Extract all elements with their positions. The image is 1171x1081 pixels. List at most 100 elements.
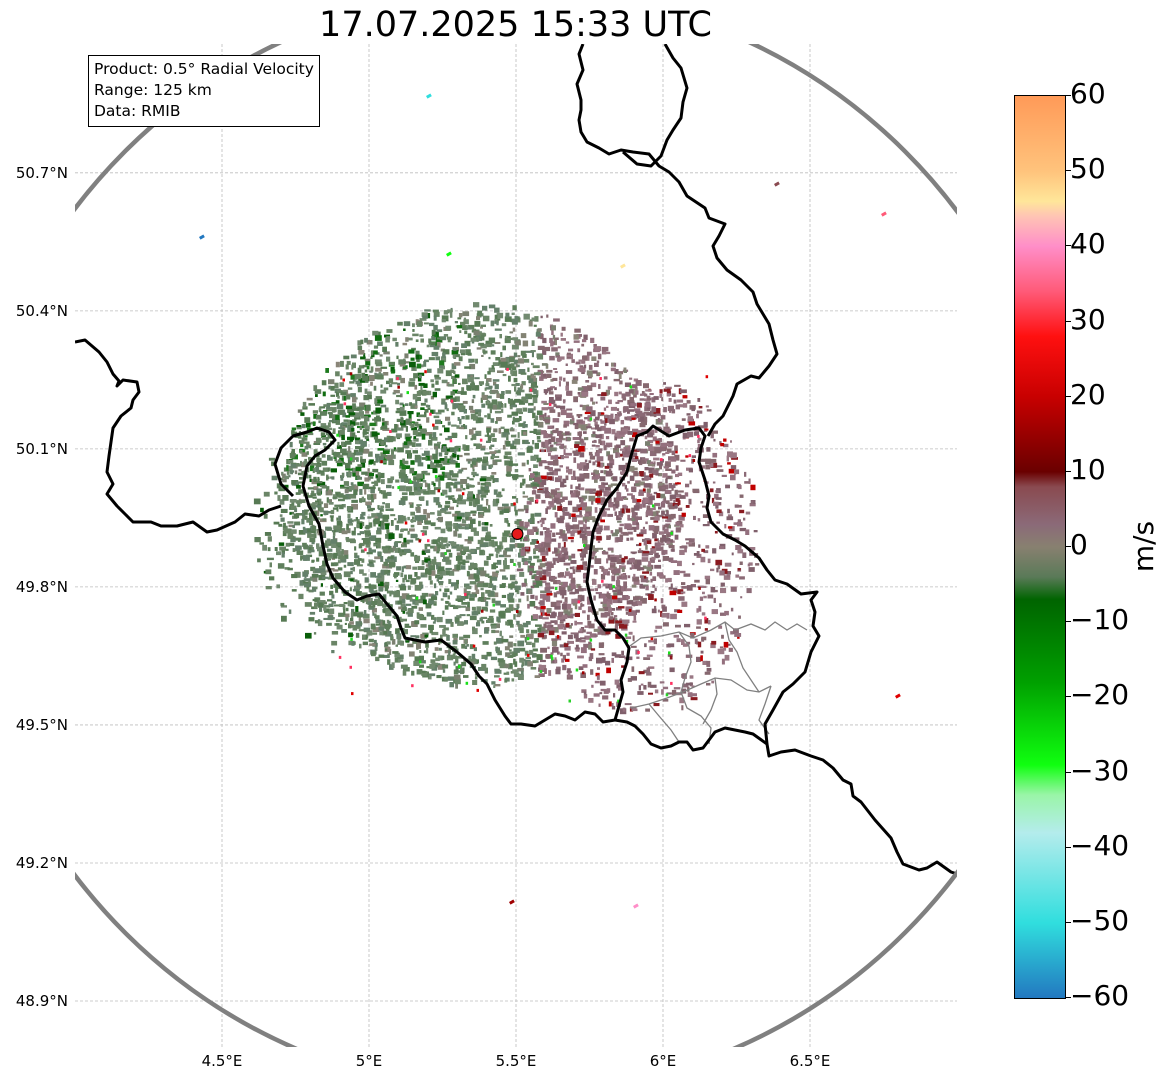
echo-pixel <box>701 612 706 616</box>
echo-pixel <box>547 646 550 650</box>
echo-pixel <box>475 430 482 436</box>
echo-pixel <box>460 484 463 489</box>
echo-pixel <box>308 456 311 462</box>
echo-pixel <box>317 461 320 465</box>
echo-pixel <box>323 404 330 407</box>
echo-pixel <box>531 575 536 580</box>
echo-pixel <box>312 598 318 602</box>
echo-pixel <box>450 369 455 373</box>
echo-pixel <box>649 646 656 651</box>
echo-pixel <box>314 389 322 394</box>
echo-pixel <box>594 548 599 552</box>
echo-pixel <box>405 579 410 583</box>
echo-pixel <box>591 476 595 480</box>
echo-pixel <box>447 527 452 532</box>
echo-pixel <box>466 458 473 462</box>
echo-pixel <box>458 525 461 529</box>
echo-pixel <box>509 537 515 543</box>
echo-pixel <box>472 680 478 685</box>
echo-pixel <box>573 334 579 340</box>
echo-pixel <box>466 476 470 480</box>
echo-pixel <box>465 435 468 440</box>
echo-pixel <box>541 541 546 546</box>
echo-pixel <box>417 487 421 492</box>
echo-pixel <box>399 406 405 412</box>
echo-pixel <box>716 521 720 524</box>
echo-pixel <box>328 385 331 390</box>
echo-pixel <box>552 429 559 434</box>
echo-pixel <box>343 564 347 568</box>
echo-pixel <box>533 428 537 434</box>
echo-pixel <box>574 494 579 498</box>
echo-pixel <box>517 667 524 672</box>
echo-pixel <box>405 565 412 570</box>
echo-pixel <box>598 485 606 489</box>
echo-pixel <box>277 495 281 501</box>
echo-pixel <box>636 656 640 659</box>
echo-pixel <box>616 515 621 521</box>
echo-pixel <box>474 320 481 327</box>
echo-pixel <box>632 498 637 503</box>
echo-pixel <box>580 442 586 446</box>
echo-pixel <box>366 366 370 370</box>
echo-pixel <box>472 494 475 499</box>
echo-pixel <box>636 534 644 537</box>
echo-pixel <box>693 431 699 436</box>
echo-pixel <box>470 510 477 514</box>
echo-pixel <box>668 586 673 590</box>
echo-pixel <box>655 446 662 453</box>
echo-pixel <box>595 424 600 430</box>
echo-pixel <box>594 452 600 457</box>
echo-pixel <box>726 643 731 646</box>
echo-pixel <box>538 461 543 467</box>
echo-pixel <box>499 334 502 339</box>
echo-pixel <box>470 375 474 379</box>
echo-pixel <box>685 654 693 658</box>
echo-pixel <box>487 590 494 596</box>
echo-pixel <box>524 637 527 643</box>
echo-pixel <box>357 533 361 536</box>
echo-pixel <box>396 408 403 411</box>
echo-pixel <box>497 650 502 656</box>
echo-pixel <box>318 551 324 557</box>
echo-pixel <box>477 310 483 317</box>
echo-pixel <box>565 431 570 435</box>
echo-pixel <box>361 558 365 563</box>
echo-pixel <box>563 449 566 455</box>
echo-pixel <box>640 448 647 454</box>
echo-pixel <box>687 692 693 697</box>
echo-pixel <box>606 535 611 540</box>
echo-pixel <box>296 513 303 516</box>
echo-pixel <box>597 667 600 670</box>
echo-pixel <box>513 658 516 665</box>
echo-pixel <box>527 603 530 609</box>
echo-pixel <box>690 632 695 639</box>
echo-pixel <box>552 646 559 653</box>
echo-pixel <box>606 405 609 408</box>
echo-pixel <box>332 414 338 421</box>
echo-pixel <box>467 333 472 338</box>
echo-pixel <box>681 582 686 585</box>
echo-pixel <box>726 574 731 578</box>
echo-pixel <box>297 503 301 508</box>
echo-pixel <box>356 451 363 456</box>
echo-pixel <box>315 437 321 444</box>
echo-pixel <box>446 543 449 549</box>
echo-pixel <box>618 687 624 691</box>
echo-pixel <box>370 572 376 578</box>
echo-pixel <box>346 528 351 534</box>
echo-pixel <box>395 399 400 405</box>
echo-pixel <box>351 427 355 432</box>
echo-pixel <box>527 529 534 535</box>
echo-pixel <box>517 640 525 647</box>
echo-pixel <box>594 476 598 483</box>
echo-pixel <box>522 424 528 428</box>
echo-pixel <box>644 497 648 504</box>
echo-pixel <box>692 488 700 493</box>
echo-pixel <box>563 562 571 566</box>
echo-pixel <box>465 511 471 517</box>
echo-pixel <box>291 454 298 460</box>
echo-pixel <box>620 420 625 425</box>
echo-pixel <box>604 427 611 434</box>
echo-pixel <box>646 412 652 416</box>
